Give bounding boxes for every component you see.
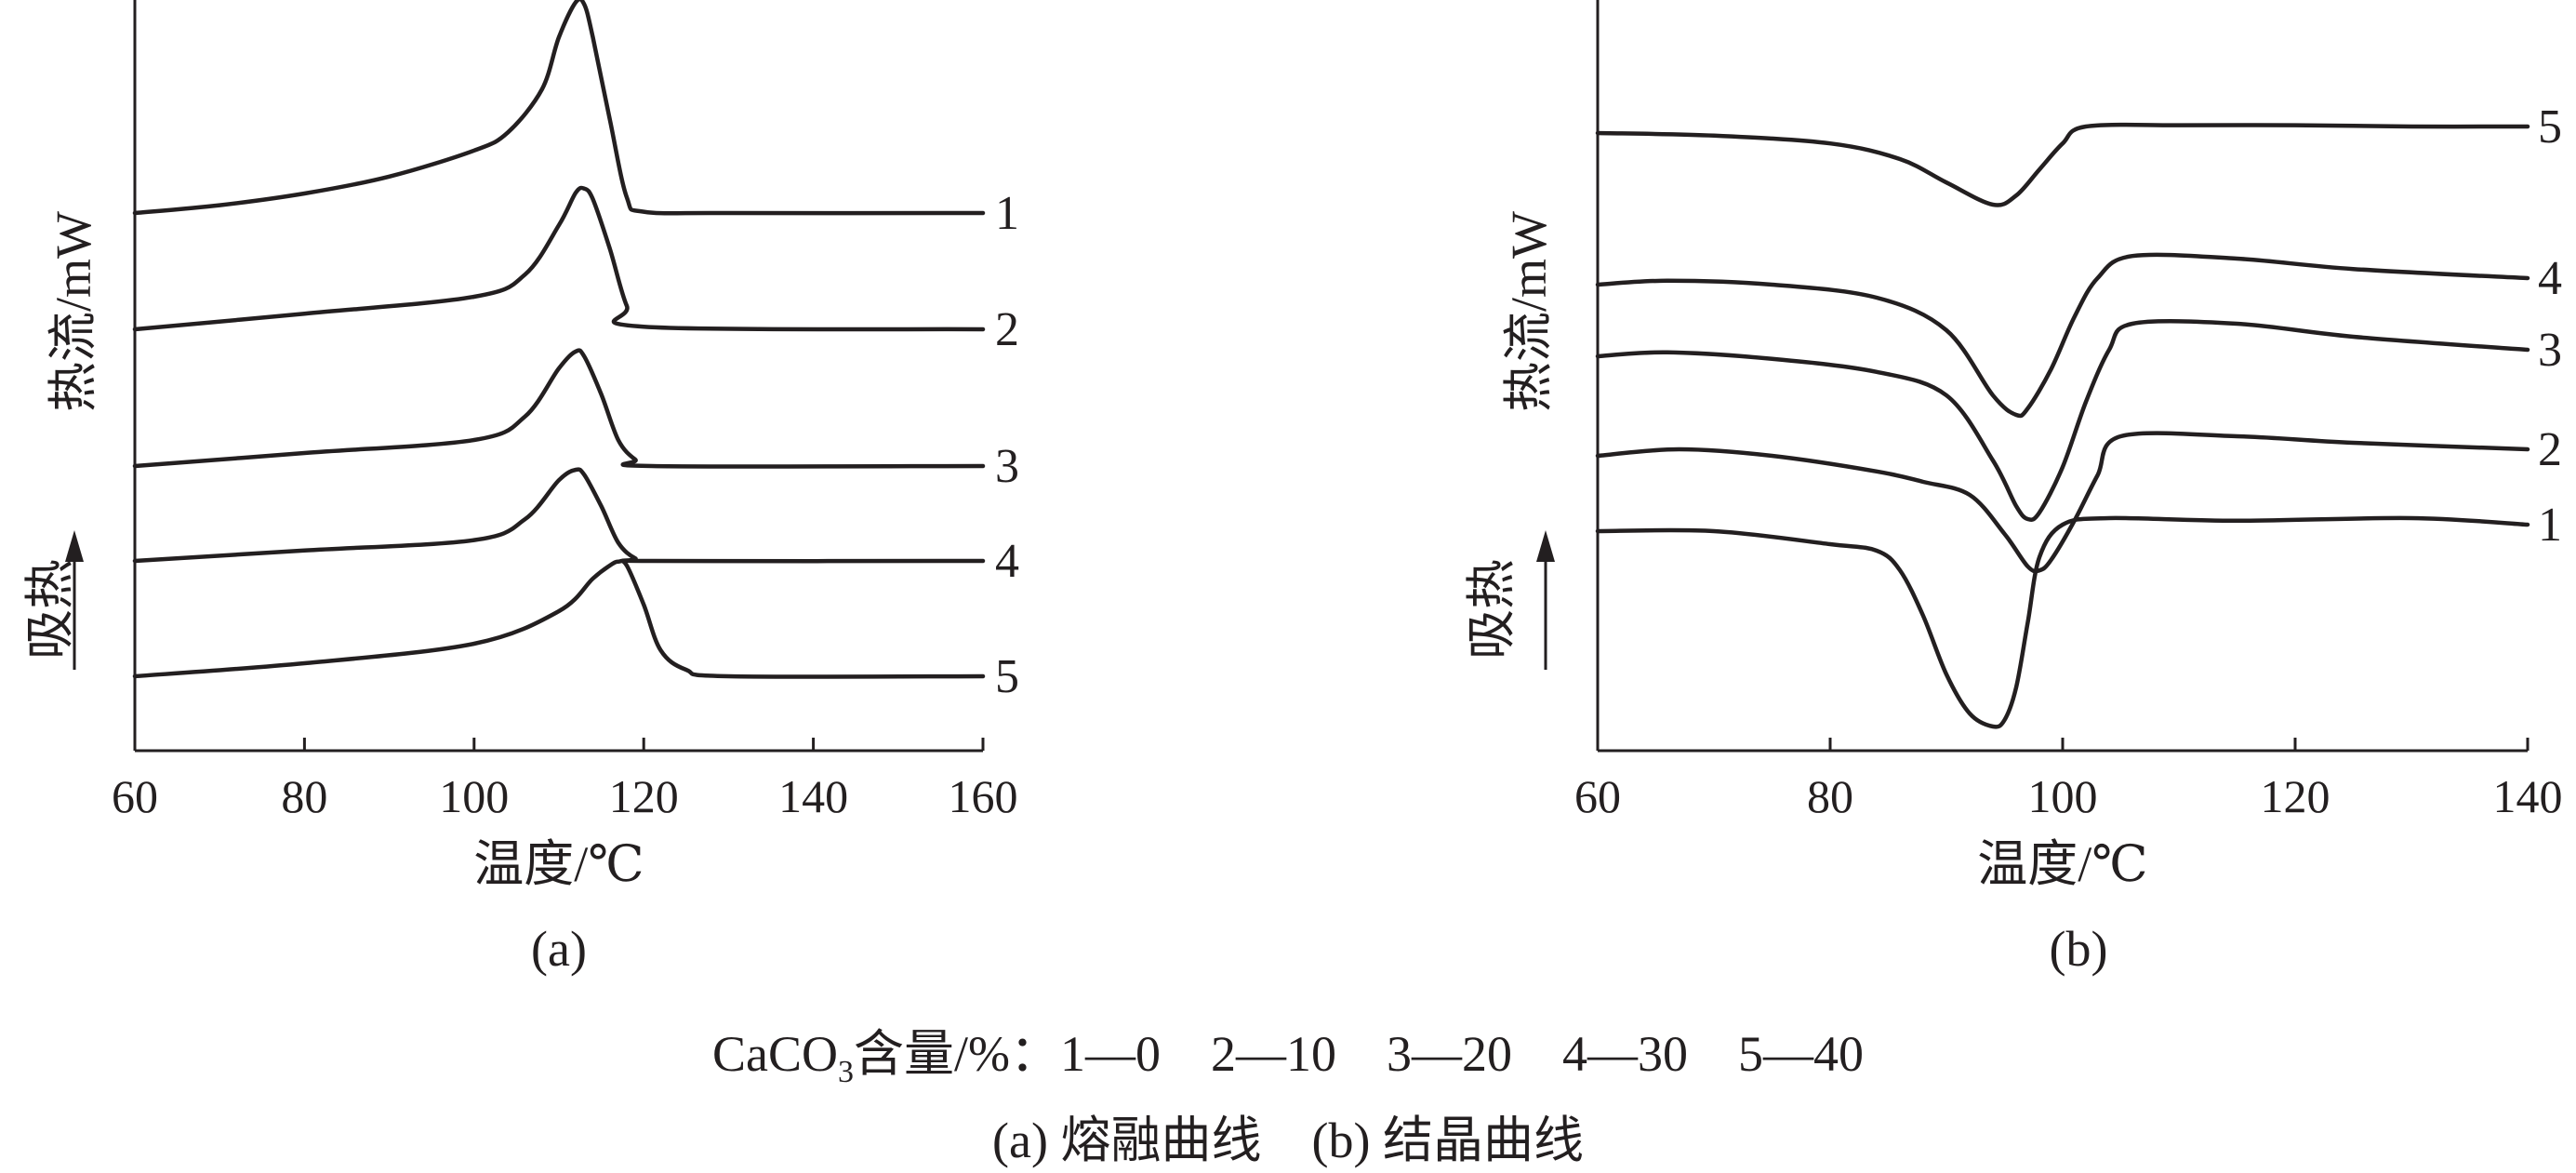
series-line-5	[1595, 122, 2530, 207]
x-ticks-a: 60 80 100 120 140 160	[112, 738, 1018, 822]
series-label-5: 5	[2538, 100, 2562, 153]
x-tick-label: 140	[2493, 770, 2563, 822]
series-line-1	[1595, 515, 2530, 729]
x-tick-label: 60	[1574, 770, 1621, 822]
series-line-3	[132, 348, 986, 469]
series-line-4	[1595, 252, 2530, 419]
series-label-1: 1	[2538, 499, 2562, 552]
series-label-4: 4	[2538, 252, 2562, 305]
series-label-2: 2	[2538, 423, 2562, 476]
endothermic-label-b: 吸热	[1464, 559, 1520, 660]
x-tick-label: 80	[1807, 770, 1853, 822]
legend-subscript: 3	[838, 1054, 854, 1089]
x-tick-label: 100	[2028, 770, 2098, 822]
legend-text: 含量/%：1—0 2—10 3—20 4—30 5—40	[854, 1026, 1864, 1082]
y-axis-label-a: 热流/mW	[46, 211, 101, 412]
series-line-2	[1595, 431, 2530, 574]
series-line-5	[132, 558, 986, 679]
panel-b-crystallization: 60 80 100 120 140 5 4 3 2 1 温度/℃ 热流/mW 吸热 (b)	[1464, 0, 2563, 977]
x-tick-label: 60	[112, 770, 158, 822]
x-tick-label: 160	[949, 770, 1018, 822]
curves-b: 5 4 3 2 1	[1595, 100, 2562, 729]
x-tick-label: 140	[778, 770, 848, 822]
y-axis-label-b: 热流/mW	[1501, 211, 1557, 412]
series-label-1: 1	[995, 187, 1019, 240]
x-axis-label-b: 温度/℃	[1977, 836, 2147, 892]
series-line-4	[132, 467, 986, 564]
series-line-2	[132, 185, 986, 332]
series-line-3	[1595, 319, 2530, 523]
endothermic-arrow-b	[1536, 530, 1555, 670]
endothermic-arrow-a	[65, 530, 84, 670]
series-label-3: 3	[995, 440, 1019, 493]
curves-a: 1 2 3 4 5	[132, 0, 1019, 703]
series-label-3: 3	[2538, 324, 2562, 377]
x-tick-label: 100	[439, 770, 509, 822]
panel-caption-b: (b)	[2050, 921, 2108, 977]
endothermic-label-a: 吸热	[22, 559, 78, 660]
x-ticks-b: 60 80 100 120 140	[1574, 738, 2563, 822]
x-tick-label: 120	[2261, 770, 2330, 822]
panel-a-melting: 60 80 100 120 140 160 1 2 3 4 5 温度/℃ 热流/mW 吸热 (a)	[22, 0, 1019, 977]
panel-caption-a: (a)	[531, 921, 587, 977]
series-line-1	[132, 0, 986, 216]
series-label-2: 2	[995, 303, 1019, 356]
legend-line: CaCO3含量/%：1—0 2—10 3—20 4—30 5—40	[0, 1026, 2576, 1100]
x-tick-label: 80	[281, 770, 327, 822]
figure-caption-line: (a) 熔融曲线 (b) 结晶曲线	[992, 1113, 1584, 1168]
legend-prefix: CaCO	[712, 1026, 838, 1082]
series-label-4: 4	[995, 535, 1019, 588]
x-tick-label: 120	[609, 770, 679, 822]
series-label-5: 5	[995, 650, 1019, 703]
x-axis-label-a: 温度/℃	[473, 836, 644, 892]
